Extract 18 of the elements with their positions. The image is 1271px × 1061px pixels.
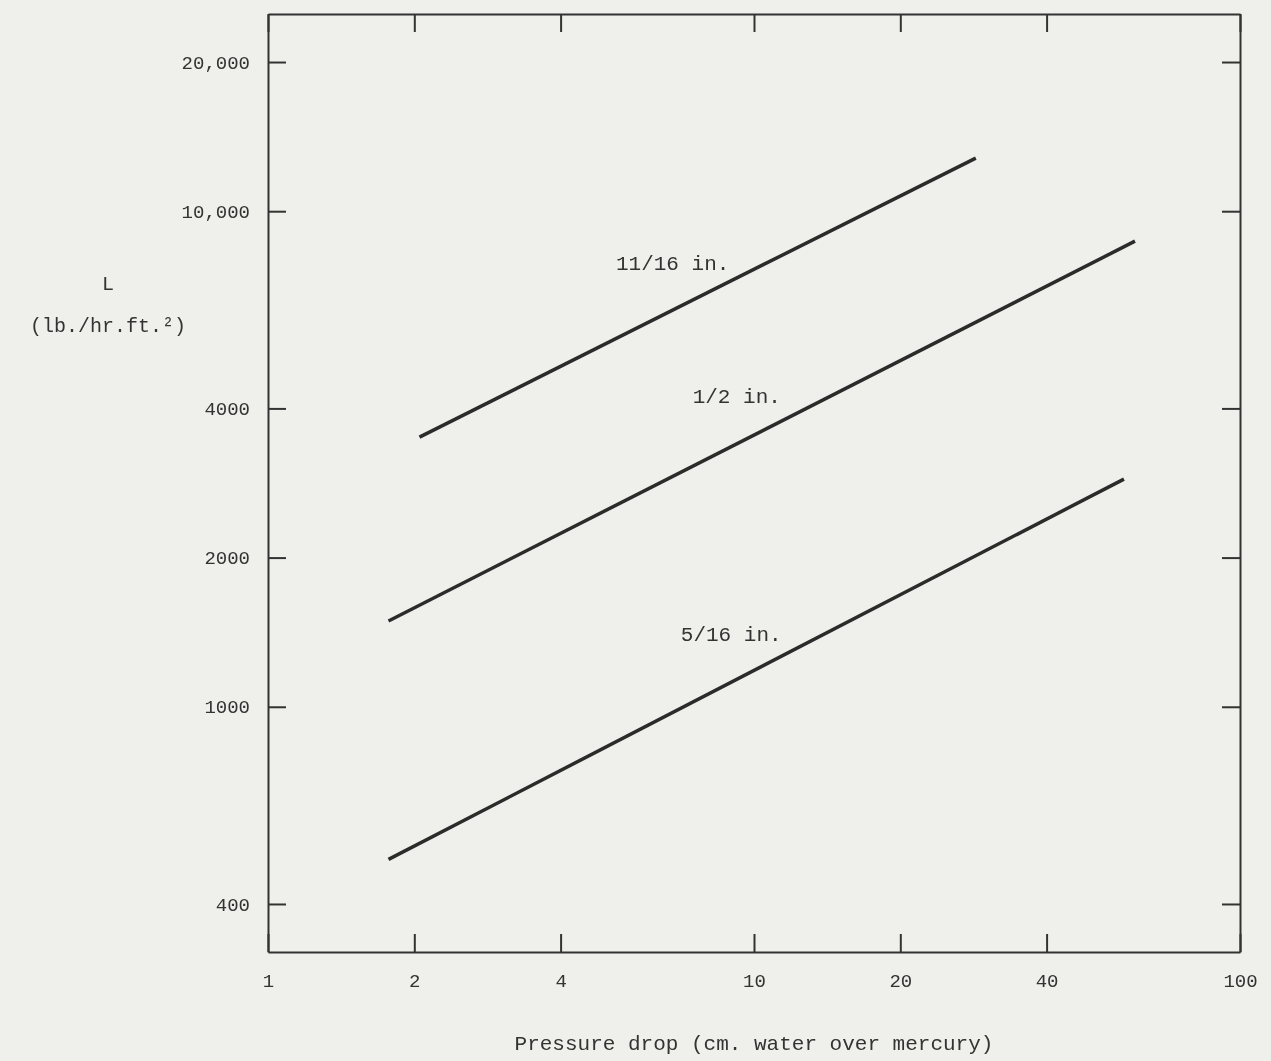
x-tick-label: 20 bbox=[889, 971, 913, 994]
x-tick-label: 1 bbox=[262, 971, 275, 994]
x-tick-label: 10 bbox=[743, 971, 766, 994]
y-tick-label: 1000 bbox=[204, 697, 250, 720]
x-axis-title: Pressure drop (cm. water over mercury) bbox=[514, 1033, 994, 1056]
y-tick-label: 400 bbox=[215, 894, 250, 917]
x-tick-label: 2 bbox=[409, 971, 421, 994]
y-tick-label: 10,000 bbox=[181, 201, 250, 224]
series-label: 1/2 in. bbox=[692, 386, 781, 410]
series-label: 11/16 in. bbox=[615, 252, 730, 276]
y-tick-label: 4000 bbox=[204, 398, 250, 421]
y-axis-title: L (lb./hr.ft.²) bbox=[29, 273, 187, 338]
y-tick-label: 2000 bbox=[204, 548, 250, 571]
x-tick-label: 4 bbox=[555, 971, 567, 994]
y-tick-label: 20,000 bbox=[181, 52, 250, 75]
x-tick-label: 100 bbox=[1223, 971, 1258, 994]
x-tick-label: 40 bbox=[1035, 971, 1059, 994]
series-label: 5/16 in. bbox=[680, 624, 782, 648]
